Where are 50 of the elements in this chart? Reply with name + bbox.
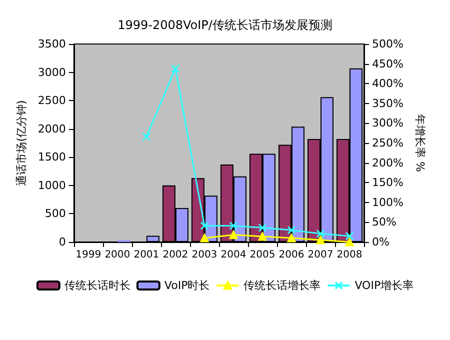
y2-tick-label: 500% (372, 38, 404, 50)
point (258, 223, 267, 232)
y-tick-label: 2000 (38, 122, 66, 136)
point (316, 236, 325, 244)
y2-tick-label: 200% (372, 156, 404, 170)
y-tick-label: 500 (44, 207, 66, 220)
point (316, 229, 325, 238)
x-tick-label: 2007 (308, 250, 334, 260)
y2-axis-title: 年增长率 % (413, 114, 426, 172)
legend-label: VoIP时长 (164, 279, 210, 292)
x-tick-label: 2002 (162, 250, 188, 260)
point (142, 132, 151, 141)
x-tick-label: 2001 (134, 250, 160, 260)
point (258, 232, 267, 241)
y-tick-label: 3000 (38, 66, 66, 79)
point (229, 222, 238, 230)
legend-label: 传统长话时长 (64, 279, 130, 292)
point (345, 238, 354, 246)
y-tick-label: 0 (58, 236, 66, 248)
y-tick-label: 1000 (38, 178, 66, 192)
y2-tick-label: 450% (372, 57, 404, 70)
y2-tick-label: 300% (372, 116, 404, 130)
y2-tick-label: 100% (372, 196, 404, 209)
point (229, 230, 238, 240)
y-tick-label: 3500 (38, 38, 66, 50)
point (287, 234, 296, 242)
y2-tick-label: 0% (372, 236, 390, 248)
x-tick-label: 2000 (104, 250, 130, 260)
legend-label: 传统长话增长率 (244, 279, 321, 292)
point (345, 232, 354, 240)
y2-tick-label: 400% (372, 77, 404, 90)
y-tick-label: 2500 (38, 94, 66, 108)
y2-tick-label: 150% (372, 176, 404, 190)
x-tick-label: 2003 (192, 250, 218, 260)
point (171, 64, 180, 73)
y2-tick-label: 50% (372, 216, 396, 229)
x-tick-label: 2008 (336, 250, 362, 260)
y-tick-label: 1500 (38, 150, 66, 164)
y2-tick-label: 350% (372, 96, 404, 110)
legend-label: VOIP增长率 (354, 279, 414, 292)
point (200, 234, 209, 242)
y-axis-title: 通话市场(亿分钟) (15, 100, 28, 186)
point (200, 222, 209, 230)
y2-tick-label: 250% (372, 136, 404, 150)
chart-title: 1999-2008VoIP/传统长话市场发展预测 (118, 18, 332, 32)
point (287, 226, 296, 234)
x-tick-label: 2005 (250, 250, 276, 260)
x-tick-label: 1999 (76, 250, 102, 260)
x-tick-label: 2006 (278, 250, 304, 260)
x-tick-label: 2004 (220, 250, 246, 260)
